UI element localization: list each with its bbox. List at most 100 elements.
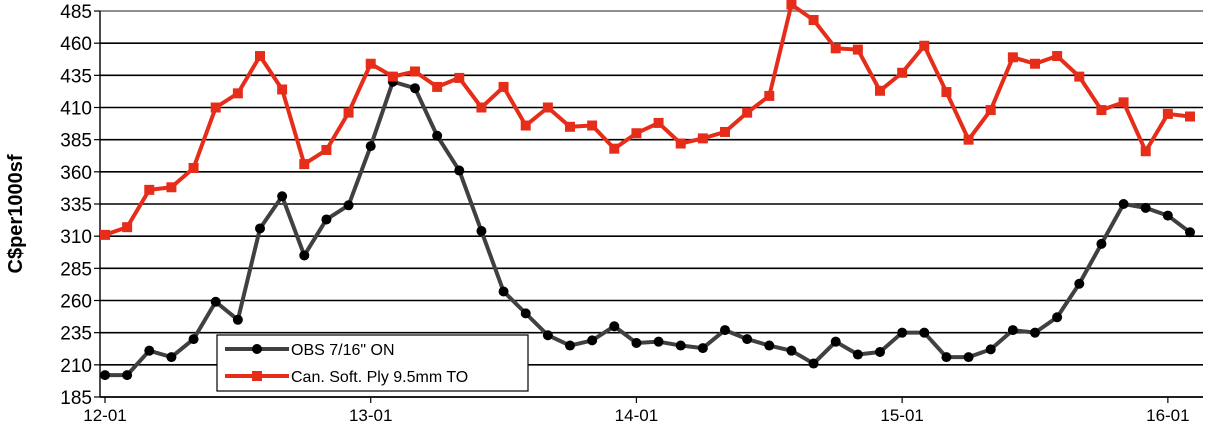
data-point xyxy=(365,58,376,69)
series-plywood xyxy=(100,0,1195,240)
data-point xyxy=(1162,108,1173,119)
y-tick-label: 185 xyxy=(60,388,92,409)
data-point xyxy=(410,66,420,77)
data-point xyxy=(941,352,952,363)
data-point xyxy=(122,370,133,381)
data-point xyxy=(1030,58,1040,69)
data-point xyxy=(255,223,265,234)
x-axis-tick-labels: 12-01 13-01 14-01 15-01 16-01 xyxy=(83,406,1189,425)
data-point xyxy=(542,102,553,113)
data-point xyxy=(410,83,420,94)
data-point xyxy=(387,71,398,82)
data-point xyxy=(321,144,332,155)
data-point xyxy=(875,346,885,357)
y-tick-label: 260 xyxy=(60,292,92,313)
legend-marker xyxy=(252,371,262,381)
data-point xyxy=(830,43,841,54)
data-point xyxy=(1030,327,1040,338)
data-point xyxy=(875,85,885,96)
data-point xyxy=(166,182,177,193)
y-tick-label: 410 xyxy=(60,99,92,120)
data-point xyxy=(675,340,686,351)
axes xyxy=(94,10,1203,403)
y-tick-label: 385 xyxy=(60,131,92,152)
data-point xyxy=(742,334,753,345)
data-point xyxy=(1185,227,1195,238)
data-point xyxy=(697,133,708,144)
data-point xyxy=(1052,312,1063,323)
data-point xyxy=(343,107,354,118)
data-point xyxy=(1074,278,1085,289)
data-point xyxy=(852,349,863,360)
data-point xyxy=(432,130,443,141)
data-point xyxy=(255,51,265,62)
data-point xyxy=(830,336,841,347)
legend-box xyxy=(216,334,529,392)
data-point xyxy=(188,334,199,345)
data-point xyxy=(919,40,930,51)
data-point xyxy=(498,81,509,92)
data-point xyxy=(1052,51,1063,62)
data-point xyxy=(1162,210,1173,221)
data-point xyxy=(764,340,775,351)
x-tick-label: 12-01 xyxy=(83,406,126,425)
data-point xyxy=(210,102,221,113)
data-point xyxy=(299,159,310,170)
legend-label: OBS 7/16" ON xyxy=(291,342,395,359)
data-point xyxy=(1074,71,1085,82)
data-point xyxy=(609,321,620,332)
legend-item: Can. Soft. Ply 9.5mm TO xyxy=(225,369,468,386)
data-point xyxy=(1007,325,1018,336)
data-point xyxy=(1118,97,1129,108)
data-point xyxy=(587,120,598,131)
data-point xyxy=(631,128,642,139)
y-tick-label: 335 xyxy=(60,195,92,216)
data-point xyxy=(1140,202,1151,213)
data-point xyxy=(277,191,288,202)
data-point xyxy=(720,325,730,336)
data-point xyxy=(144,345,155,356)
legend-label: Can. Soft. Ply 9.5mm TO xyxy=(291,369,468,386)
y-tick-label: 210 xyxy=(60,356,92,377)
data-point xyxy=(343,200,354,211)
data-point xyxy=(1096,105,1107,116)
series-lines xyxy=(100,0,1195,381)
data-point xyxy=(720,126,730,137)
data-point xyxy=(1118,199,1129,209)
data-point xyxy=(1140,146,1151,157)
data-point xyxy=(1096,238,1107,249)
y-tick-label: 485 xyxy=(60,2,92,23)
y-tick-label: 285 xyxy=(60,259,92,280)
data-point xyxy=(941,87,952,98)
series-line xyxy=(105,79,1192,378)
data-point xyxy=(587,335,598,346)
data-point xyxy=(210,296,221,307)
data-point xyxy=(100,229,110,240)
data-point xyxy=(100,370,110,381)
data-point xyxy=(232,88,243,99)
legend: OBS 7/16" ON Can. Soft. Ply 9.5mm TO xyxy=(216,334,529,392)
y-axis-label: C$per1000sf xyxy=(5,154,27,273)
data-point xyxy=(985,344,996,355)
data-point xyxy=(897,327,908,338)
data-point xyxy=(653,117,664,128)
data-point xyxy=(432,81,443,92)
data-point xyxy=(520,308,531,319)
data-point xyxy=(299,250,310,261)
data-point xyxy=(454,72,465,83)
data-point xyxy=(675,138,686,149)
x-tick-label: 16-01 xyxy=(1146,406,1189,425)
legend-marker xyxy=(252,344,262,354)
data-point xyxy=(520,120,531,131)
data-point xyxy=(277,84,288,95)
y-tick-label: 360 xyxy=(60,163,92,184)
data-point xyxy=(1007,52,1018,63)
data-point xyxy=(742,107,753,118)
series-line xyxy=(104,2,1191,237)
data-point xyxy=(609,143,620,154)
data-point xyxy=(476,102,487,113)
y-tick-label: 235 xyxy=(60,324,92,345)
data-point xyxy=(122,222,133,233)
data-point xyxy=(542,330,553,341)
